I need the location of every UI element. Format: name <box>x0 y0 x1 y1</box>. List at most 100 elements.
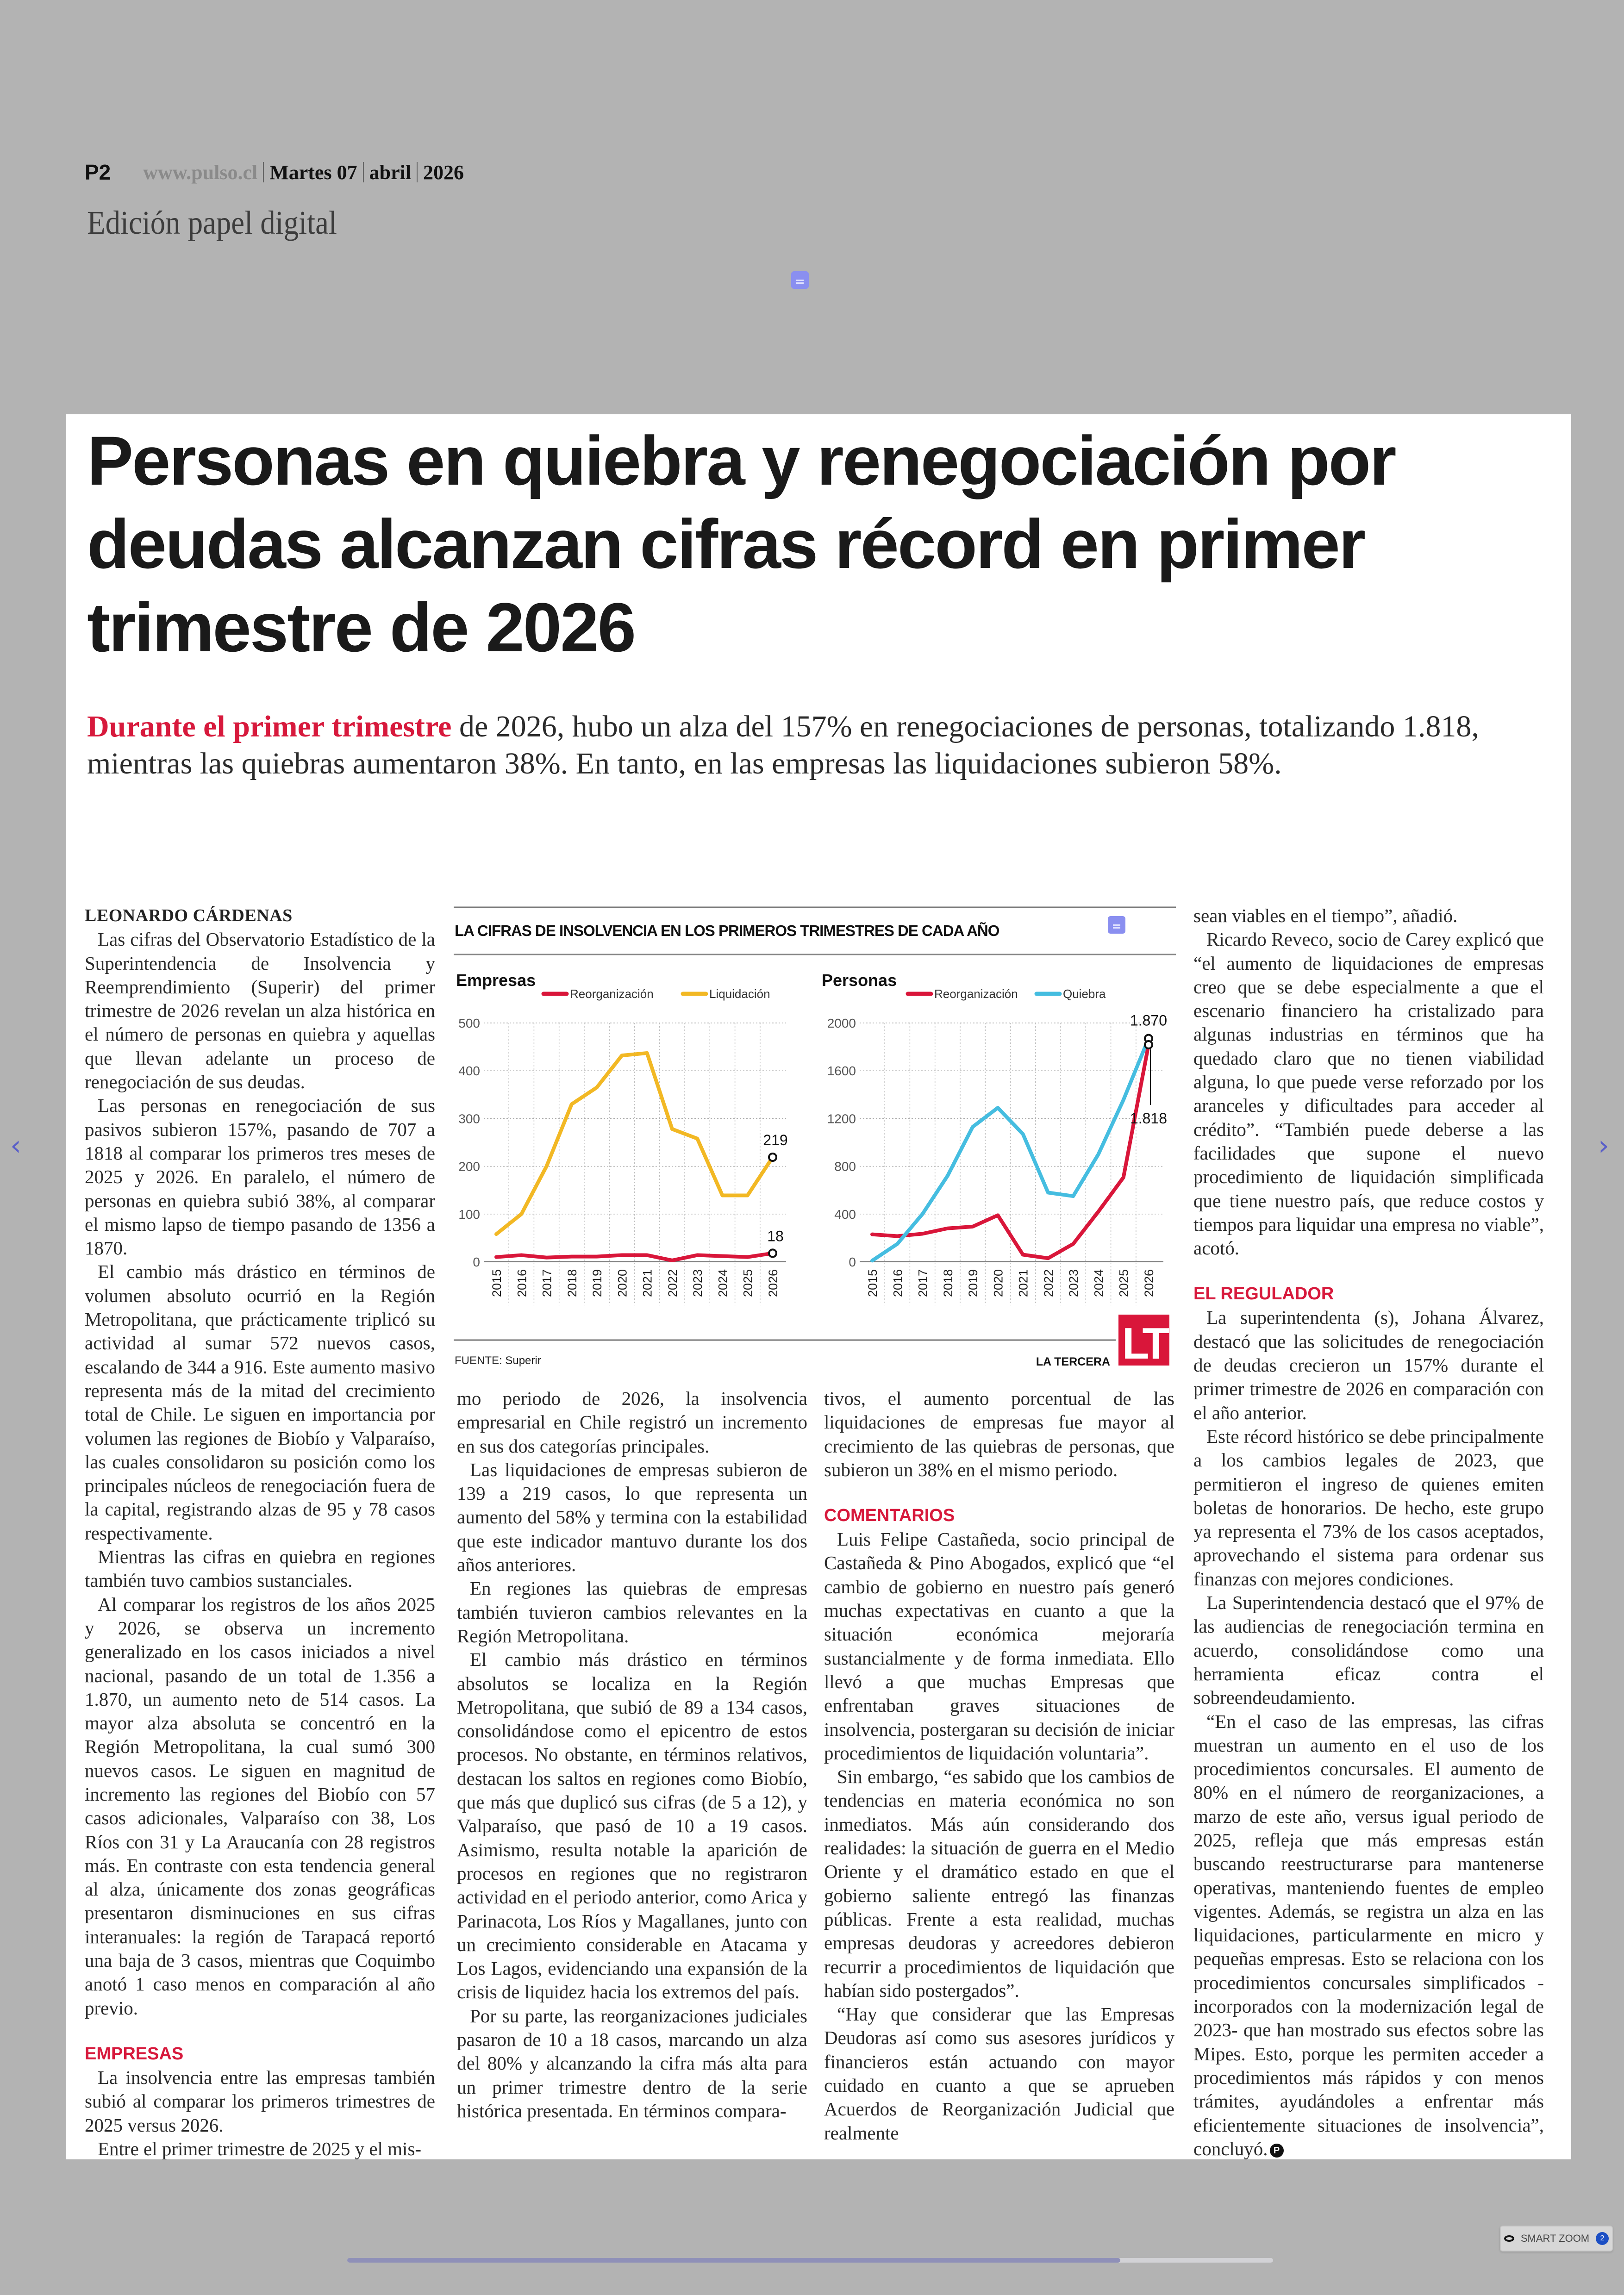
article-column-2: mo periodo de 2026, la insolvencia empre… <box>457 1387 807 2123</box>
x-tick-label: 2020 <box>991 1269 1005 1297</box>
x-tick-label: 2022 <box>666 1269 680 1297</box>
date-month: abril <box>369 161 412 184</box>
x-tick-label: 2020 <box>615 1269 629 1297</box>
y-tick-label: 1200 <box>827 1111 856 1126</box>
section-heading-empresas: EMPRESAS <box>85 2044 184 2064</box>
chart-credit: LA TERCERA <box>1036 1355 1110 1368</box>
paragraph: Sin embargo, “es sabido que los cambios … <box>824 1766 1174 2001</box>
y-tick-label: 2000 <box>827 1016 856 1030</box>
smart-zoom-label: SMART ZOOM <box>1520 2233 1590 2244</box>
x-tick-label: 2023 <box>691 1269 705 1297</box>
article-column-3: tivos, el aumento porcentual de las liqu… <box>824 1387 1174 2145</box>
divider <box>362 162 364 182</box>
data-label: 18 <box>767 1228 784 1244</box>
x-tick-label: 2023 <box>1067 1269 1081 1297</box>
paragraph: En regiones las quiebras de empresas tam… <box>457 1578 807 1646</box>
site-url[interactable]: www.pulso.cl <box>143 161 258 184</box>
divider <box>417 162 418 182</box>
deck-lead: Durante el primer trimestre <box>87 710 452 743</box>
paragraph: sean viables en el tiempo”, añadió. <box>1193 905 1458 926</box>
paragraph: La superintendenta (s), Johana Álvarez, … <box>1193 1307 1544 1423</box>
date-year: 2026 <box>423 161 464 184</box>
paragraph: Las cifras del Observatorio Estadístico … <box>85 929 435 1093</box>
annotation-marker <box>1144 1040 1153 1049</box>
legend-label: Reorganización <box>934 987 1018 1001</box>
smart-zoom-count: 2 <box>1596 2232 1609 2245</box>
date-day: Martes 07 <box>269 161 357 184</box>
edition-label: Edición papel digital <box>87 204 337 241</box>
deck: Durante el primer trimestre de 2026, hub… <box>87 708 1545 782</box>
smart-zoom-button[interactable]: SMART ZOOM 2 <box>1500 2226 1613 2251</box>
x-tick-label: 2025 <box>1117 1269 1131 1297</box>
paragraph: Las liquidaciones de empresas subieron d… <box>457 1459 807 1576</box>
article-column-1: LEONARDO CÁRDENAS Las cifras del Observa… <box>85 904 435 2161</box>
panel-title: Empresas <box>456 971 536 990</box>
paragraph: La Superintendencia destacó que el 97% d… <box>1193 1592 1544 1709</box>
paragraph: Al comparar los registros de los años 20… <box>85 1593 435 2019</box>
paragraph: Mientras las cifras en quiebra en region… <box>85 1546 435 1591</box>
paragraph: Ricardo Reveco, socio de Carey explicó q… <box>1193 929 1544 1259</box>
x-tick-label: 2024 <box>716 1269 730 1297</box>
paragraph: “En el caso de las empresas, las cifras … <box>1193 1710 1544 2159</box>
paragraph: tivos, el aumento porcentual de las liqu… <box>824 1388 1174 1480</box>
y-tick-label: 0 <box>849 1255 856 1269</box>
x-tick-label: 2017 <box>540 1269 554 1297</box>
annotation-marker <box>768 1152 777 1162</box>
y-tick-label: 400 <box>834 1207 856 1222</box>
edition-header: P2 www.pulso.cl Martes 07 abril 2026 <box>85 160 464 185</box>
chart-menu-icon[interactable] <box>1108 916 1125 934</box>
data-label: 1.870 <box>1130 1012 1167 1029</box>
x-tick-label: 2026 <box>1142 1269 1156 1297</box>
series-line-quiebra <box>870 1036 1150 1263</box>
y-tick-label: 1600 <box>827 1064 856 1078</box>
paragraph: mo periodo de 2026, la insolvencia empre… <box>457 1388 807 1457</box>
divider <box>263 162 264 182</box>
newspaper-page <box>66 414 1571 2159</box>
series-line-reorganización <box>494 1251 775 1262</box>
y-tick-label: 400 <box>458 1064 480 1078</box>
paragraph: El cambio más drástico en términos absol… <box>457 1649 807 2003</box>
x-tick-label: 2021 <box>1017 1269 1031 1297</box>
x-tick-label: 2017 <box>916 1269 930 1297</box>
la-tercera-logo-text: LT <box>1122 1319 1169 1368</box>
paragraph: El cambio más drástico en términos de vo… <box>85 1261 435 1544</box>
headline: Personas en quiebra y renegociación por … <box>87 422 1397 666</box>
x-tick-label: 2019 <box>966 1269 980 1297</box>
x-tick-label: 2021 <box>641 1269 655 1297</box>
page-number: P2 <box>85 160 111 184</box>
paragraph: Por su parte, las reorganizaciones judic… <box>457 2005 807 2121</box>
legend-label: Reorganización <box>570 987 654 1001</box>
paragraph: “Hay que considerar que las Empresas Deu… <box>824 2003 1174 2144</box>
eye-icon <box>1504 2235 1514 2242</box>
panel-title: Personas <box>822 971 897 990</box>
menu-icon[interactable] <box>791 271 809 289</box>
x-tick-label: 2022 <box>1042 1269 1056 1297</box>
chevron-right-icon[interactable]: › <box>1598 1129 1609 1162</box>
x-tick-label: 2025 <box>741 1269 755 1297</box>
series-line-reorganización <box>870 1042 1150 1260</box>
x-tick-label: 2026 <box>766 1269 780 1297</box>
paragraph: Este récord histórico se debe principalm… <box>1193 1425 1544 1590</box>
deck-text: de 2026, hubo un alza del 157% en renego… <box>87 710 1479 780</box>
chart-source: FUENTE: Superir <box>455 1354 541 1367</box>
x-tick-label: 2024 <box>1092 1269 1106 1297</box>
end-mark-icon: P <box>1269 2144 1284 2158</box>
x-tick-label: 2015 <box>490 1269 504 1297</box>
page-scroll-thumb[interactable] <box>347 2258 1120 2263</box>
article-column-4: sean viables en el tiempo”, añadió. Rica… <box>1193 904 1544 2161</box>
x-tick-label: 2019 <box>590 1269 604 1297</box>
data-label: 219 <box>763 1132 787 1148</box>
data-label: 1.818 <box>1130 1110 1167 1127</box>
author-byline: LEONARDO CÁRDENAS <box>85 906 293 925</box>
paragraph: La insolvencia entre las empresas tambié… <box>85 2066 435 2136</box>
chart-title: LA CIFRAS DE INSOLVENCIA EN LOS PRIMEROS… <box>455 922 999 939</box>
y-tick-label: 100 <box>458 1207 480 1222</box>
x-tick-label: 2016 <box>891 1269 905 1297</box>
chevron-left-icon[interactable]: ‹ <box>10 1129 21 1162</box>
x-tick-label: 2018 <box>565 1269 579 1297</box>
y-tick-label: 800 <box>834 1160 856 1174</box>
y-tick-label: 300 <box>458 1111 480 1126</box>
x-tick-label: 2015 <box>866 1269 880 1297</box>
paragraph: Luis Felipe Castañeda, socio principal d… <box>824 1528 1174 1764</box>
y-tick-label: 200 <box>458 1160 480 1174</box>
